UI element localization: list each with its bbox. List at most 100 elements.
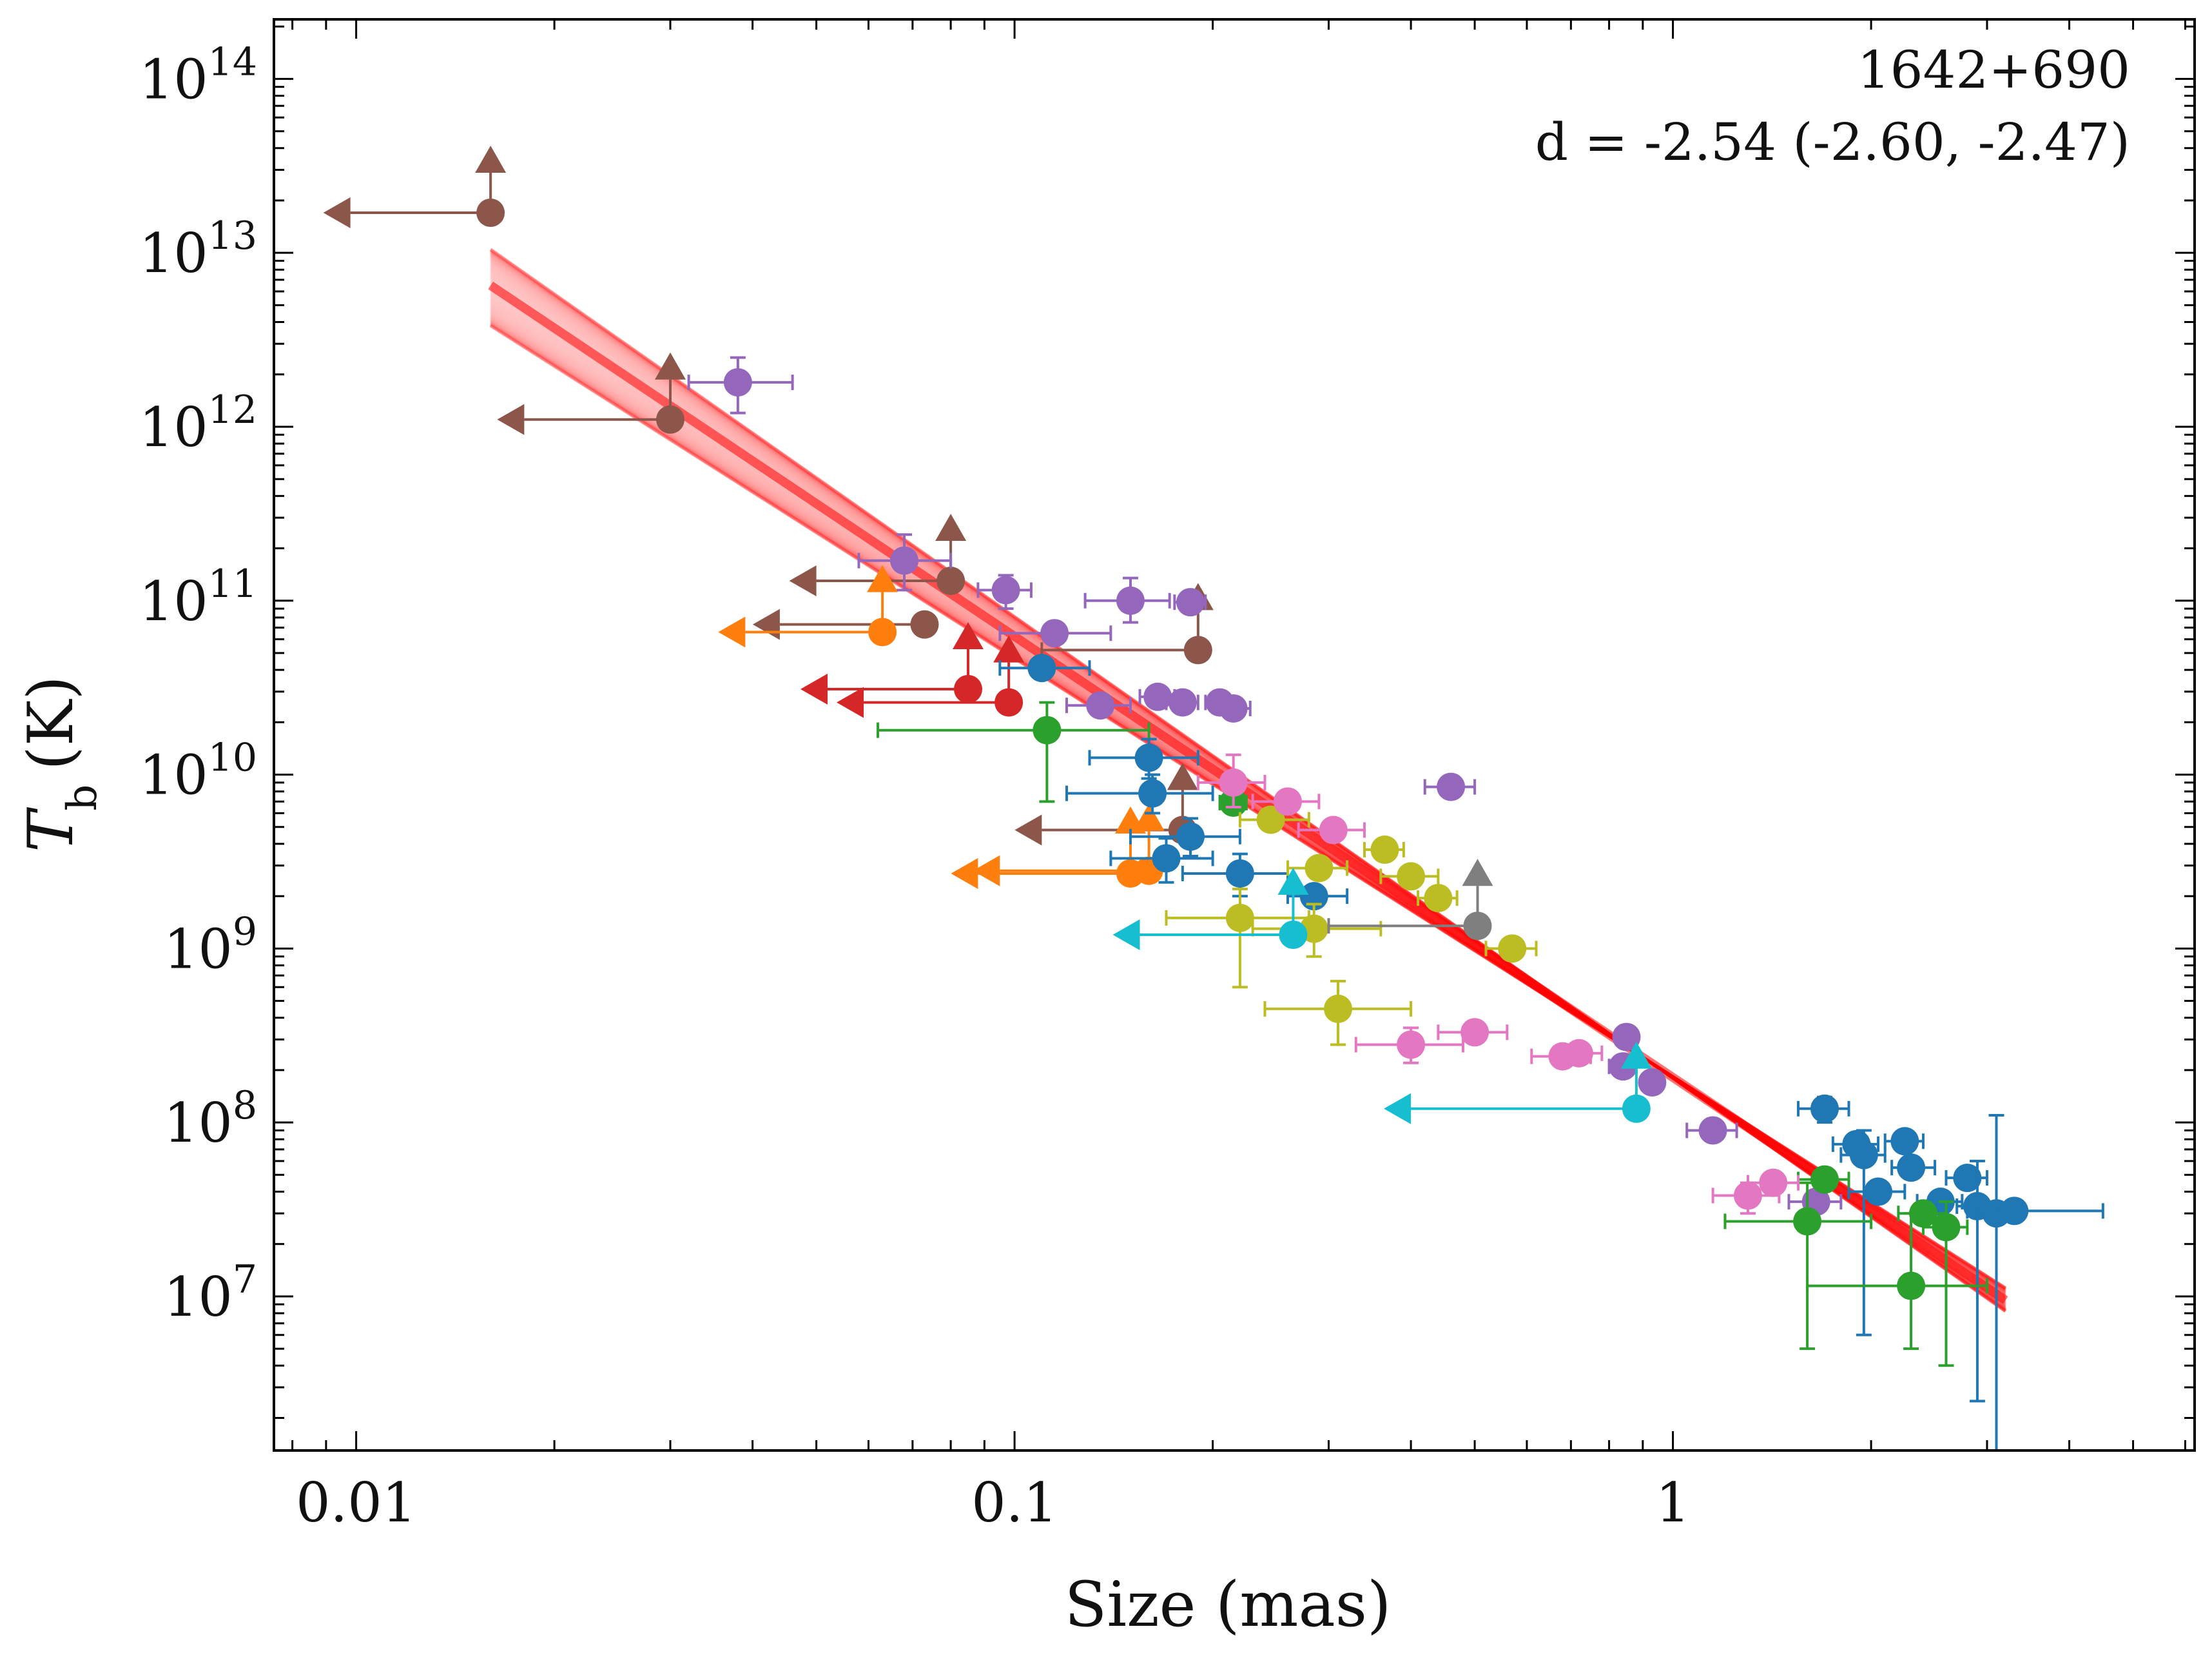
- data-point-marker: [1463, 912, 1492, 941]
- data-point-marker: [1176, 588, 1205, 617]
- data-point-marker: [1279, 920, 1308, 949]
- data-point-marker: [1370, 835, 1399, 864]
- y-axis-label-symbol: T: [15, 807, 87, 852]
- data-point-marker: [1437, 772, 1466, 801]
- data-point-marker: [1040, 619, 1069, 648]
- data-point-marker: [1324, 994, 1353, 1023]
- data-point: [998, 654, 1091, 683]
- data-point-marker: [890, 546, 919, 575]
- data-point: [1238, 805, 1310, 834]
- data-point: [1417, 884, 1459, 913]
- y-axis-label-unit: (K): [15, 676, 87, 770]
- data-point-marker: [954, 674, 983, 703]
- data-point-marker: [1138, 779, 1167, 808]
- data-point: [800, 621, 984, 705]
- lower-limit-arrow: [1133, 803, 1165, 831]
- upper-limit-arrow: [323, 197, 351, 229]
- data-point-marker: [1897, 1271, 1926, 1300]
- y-tick-label-exponent: 14: [208, 39, 257, 84]
- data-point: [1437, 1018, 1509, 1047]
- data-point-marker: [1033, 716, 1062, 745]
- y-tick-label-base: 10: [139, 48, 208, 111]
- data-point: [857, 533, 953, 592]
- y-axis-label-subscript: b: [59, 785, 106, 811]
- y-tick-label: 1010: [139, 736, 257, 807]
- data-point-marker: [1953, 1164, 1982, 1193]
- data-point-marker: [1027, 654, 1056, 683]
- data-point: [1138, 682, 1176, 711]
- data-point-marker: [1638, 1068, 1667, 1097]
- y-tick-label-base: 10: [164, 917, 233, 981]
- data-point: [718, 565, 898, 648]
- lower-limit-arrow: [1462, 859, 1493, 886]
- data-point: [1165, 688, 1199, 717]
- data-point: [1286, 854, 1349, 883]
- lower-limit-arrow: [1167, 763, 1198, 790]
- lower-limit-arrow: [1620, 1041, 1652, 1069]
- y-tick-label-exponent: 8: [233, 1083, 257, 1128]
- data-point: [998, 619, 1112, 648]
- data-point: [1806, 1212, 1988, 1351]
- y-tick-label: 1013: [139, 213, 257, 285]
- data-point-marker: [1152, 844, 1181, 873]
- data-point: [1746, 1168, 1800, 1197]
- data-point: [1251, 787, 1321, 816]
- data-point-marker: [1810, 1165, 1839, 1194]
- data-point-marker: [1810, 1094, 1839, 1123]
- data-point: [1723, 1181, 1873, 1351]
- data-point: [1847, 1177, 1906, 1206]
- series-blue: [998, 654, 2104, 1450]
- data-point-marker: [1176, 822, 1205, 851]
- data-point-marker: [910, 610, 939, 639]
- data-point: [1263, 979, 1413, 1046]
- data-point-marker: [1319, 815, 1348, 845]
- data-point-marker: [1305, 854, 1334, 883]
- upper-limit-arrow: [951, 857, 978, 889]
- fit-line-median: [488, 281, 2008, 1304]
- data-point-marker: [655, 405, 684, 434]
- y-tick-label-exponent: 7: [233, 1257, 257, 1302]
- data-point: [1165, 887, 1310, 989]
- lower-limit-arrow: [993, 635, 1025, 663]
- y-tick-label: 107: [164, 1257, 257, 1329]
- data-point-marker: [1612, 1022, 1641, 1051]
- data-point-marker: [1134, 743, 1163, 772]
- data-point: [1109, 837, 1214, 884]
- data-point: [877, 701, 1150, 803]
- axis-ticks: [274, 19, 2195, 1450]
- series-purple: [687, 356, 1843, 1216]
- series-red: [800, 621, 1025, 718]
- lower-limit-arrow: [867, 565, 898, 592]
- annotation-source: 1642+690: [1858, 40, 2130, 100]
- y-tick-label-base: 10: [139, 744, 208, 807]
- data-point-marker: [994, 688, 1024, 717]
- data-point-marker: [2000, 1196, 2029, 1225]
- data-point-marker: [1849, 1140, 1878, 1169]
- data-point: [1384, 1041, 1652, 1124]
- data-point-marker: [1273, 787, 1302, 816]
- y-tick-label-exponent: 9: [233, 909, 257, 954]
- upper-limit-arrow: [789, 565, 817, 597]
- y-tick-label: 1014: [139, 39, 257, 111]
- data-point: [1112, 867, 1309, 950]
- y-tick-label: 108: [164, 1083, 257, 1155]
- y-tick-label: 1012: [139, 387, 257, 459]
- data-point: [1797, 1094, 1850, 1124]
- data-point: [1839, 1129, 1887, 1336]
- y-tick-label-base: 10: [139, 396, 208, 459]
- fit-line-ensemble: [488, 248, 2008, 1313]
- data-point-marker: [476, 199, 505, 228]
- y-tick-label-base: 10: [139, 570, 208, 633]
- data-point-marker: [1460, 1018, 1489, 1047]
- data-point: [1685, 1116, 1738, 1145]
- data-point-marker: [1086, 691, 1115, 720]
- x-tick-label: 0.1: [971, 1471, 1058, 1534]
- data-point: [1484, 934, 1538, 963]
- y-tick-label: 109: [164, 909, 257, 981]
- data-point: [976, 574, 1033, 610]
- data-point-marker: [1256, 805, 1285, 834]
- data-point: [1379, 862, 1440, 891]
- lower-limit-arrow: [953, 621, 984, 649]
